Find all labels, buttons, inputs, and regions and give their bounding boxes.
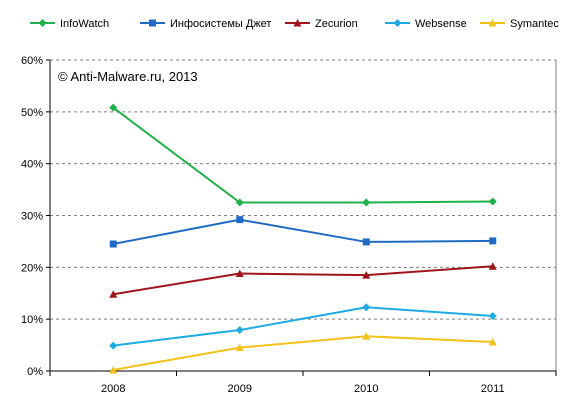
axes: 0% 10% 20% 30% 40% 50% 60% 2008 2009 2010 2011	[21, 55, 557, 395]
legend: InfoWatch Инфосистемы Джет Zecurion Websens…	[30, 18, 559, 30]
series-lines	[109, 103, 497, 374]
y-tick-label: 20%	[21, 262, 43, 274]
data-point	[488, 197, 497, 206]
data-point	[109, 103, 118, 112]
series-symantec	[109, 332, 497, 374]
legend-marker	[149, 19, 156, 27]
legend-marker	[38, 19, 47, 27]
series-line	[113, 335, 493, 371]
legend-label: Zecurion	[315, 18, 358, 30]
series-line	[113, 265, 493, 296]
data-point	[362, 332, 371, 340]
data-point	[362, 271, 371, 279]
data-point	[235, 343, 244, 352]
series-infowatch	[109, 103, 497, 207]
x-tick-label: 2008	[101, 383, 125, 395]
data-point	[362, 303, 371, 312]
legend-item: InfoWatch	[30, 18, 109, 30]
data-point	[489, 237, 497, 245]
data-point	[109, 290, 118, 298]
legend-label: Инфосистемы Джет	[170, 18, 271, 30]
legend-label: InfoWatch	[60, 18, 109, 30]
legend-item: Symantec	[480, 18, 559, 30]
data-point	[235, 326, 244, 335]
x-tick-label: 2009	[228, 383, 252, 395]
y-tick-label: 10%	[21, 314, 43, 326]
series-инфосистемы-джет	[109, 216, 497, 248]
x-tick-label: 2011	[481, 383, 505, 395]
y-tick-label: 60%	[21, 55, 43, 67]
y-tick-label: 40%	[21, 159, 43, 171]
series-line	[113, 218, 493, 245]
legend-label: Websense	[415, 18, 467, 30]
legend-label: Symantec	[510, 18, 559, 30]
series-zecurion	[109, 262, 497, 298]
data-point	[236, 216, 244, 224]
y-tick-label: 0%	[27, 366, 43, 378]
data-point	[488, 337, 497, 346]
data-point	[488, 262, 497, 270]
data-point	[235, 198, 244, 207]
data-point	[362, 198, 371, 207]
y-tick-label: 50%	[21, 107, 43, 119]
legend-marker	[393, 19, 402, 27]
y-tick-label: 30%	[21, 211, 43, 223]
data-point	[235, 269, 244, 278]
series-line	[113, 306, 493, 347]
x-tick-label: 2010	[354, 383, 378, 395]
data-point	[109, 240, 117, 248]
data-point	[109, 341, 118, 350]
legend-item: Zecurion	[285, 18, 358, 30]
copyright-annotation: © Anti-Malware.ru, 2013	[58, 69, 198, 84]
data-point	[109, 365, 118, 374]
data-point	[488, 312, 497, 321]
legend-marker	[293, 19, 302, 27]
series-line	[112, 106, 493, 204]
legend-marker	[488, 19, 497, 27]
data-point	[362, 238, 370, 246]
series-websense	[109, 303, 497, 350]
legend-item: Инфосистемы Джет	[140, 18, 271, 30]
gridlines	[50, 59, 556, 320]
legend-item: Websense	[385, 18, 467, 30]
